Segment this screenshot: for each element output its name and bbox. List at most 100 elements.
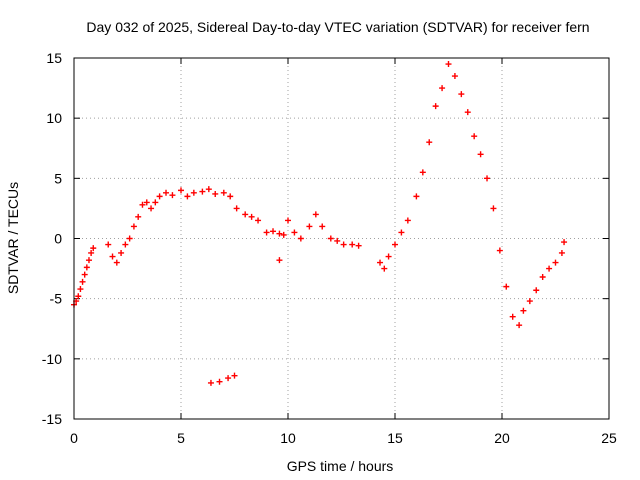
- data-point: [225, 375, 232, 382]
- data-point: [319, 223, 326, 230]
- data-point: [432, 103, 439, 110]
- data-point: [113, 259, 120, 266]
- data-point: [126, 235, 133, 242]
- data-point: [143, 199, 150, 206]
- data-point: [212, 190, 219, 197]
- data-point: [306, 223, 313, 230]
- data-point: [355, 242, 362, 249]
- data-point: [77, 286, 84, 293]
- x-tick-label: 15: [387, 430, 403, 446]
- data-point: [327, 235, 334, 242]
- data-point: [105, 241, 112, 248]
- data-point: [90, 245, 97, 252]
- data-point: [349, 241, 356, 248]
- data-point: [533, 287, 540, 294]
- data-point: [291, 229, 298, 236]
- data-point: [263, 229, 270, 236]
- data-point: [509, 313, 516, 320]
- axis-ticks: 0 5 10 15 20 25 -15 -10 -5 0 5 10 15: [42, 50, 617, 446]
- y-tick-label: 0: [54, 231, 62, 247]
- data-point: [526, 298, 533, 305]
- plot-frame: [73, 57, 610, 420]
- data-point: [445, 61, 452, 68]
- data-point: [312, 211, 319, 218]
- data-point: [334, 237, 341, 244]
- data-point: [385, 253, 392, 260]
- data-point: [75, 293, 82, 300]
- chart-title: Day 032 of 2025, Sidereal Day-to-day VTE…: [86, 19, 589, 35]
- data-point: [471, 133, 478, 140]
- data-point: [439, 85, 446, 92]
- data-point: [520, 307, 527, 314]
- x-tick-label: 0: [70, 430, 78, 446]
- y-tick-label: 15: [46, 50, 62, 66]
- data-point: [152, 199, 159, 206]
- data-point: [280, 231, 287, 238]
- data-point: [233, 205, 240, 212]
- data-point: [413, 193, 420, 200]
- data-point: [109, 253, 116, 260]
- data-point: [552, 259, 559, 266]
- data-point: [227, 193, 234, 200]
- data-point: [81, 271, 88, 278]
- data-point: [539, 274, 546, 281]
- data-point: [398, 229, 405, 236]
- data-point: [426, 139, 433, 146]
- data-point: [118, 249, 125, 256]
- data-point: [178, 187, 184, 194]
- data-point: [85, 257, 92, 264]
- data-point: [255, 217, 262, 224]
- data-point: [404, 217, 411, 224]
- y-tick-label: -15: [42, 411, 62, 427]
- data-point: [381, 265, 388, 272]
- data-point: [464, 109, 471, 116]
- x-tick-label: 20: [494, 430, 510, 446]
- x-axis-label: GPS time / hours: [287, 458, 394, 474]
- data-point: [231, 372, 238, 379]
- data-point: [490, 205, 497, 212]
- data-point: [163, 189, 170, 196]
- data-point: [122, 241, 129, 248]
- data-point: [503, 283, 510, 290]
- data-point: [135, 213, 142, 220]
- data-point: [205, 186, 212, 193]
- data-point: [546, 265, 553, 272]
- data-point: [451, 73, 458, 80]
- data-point: [199, 188, 206, 195]
- data-point: [248, 213, 255, 220]
- y-tick-label: -5: [50, 291, 63, 307]
- data-point: [516, 322, 523, 329]
- data-point: [184, 193, 191, 200]
- data-point: [477, 151, 484, 158]
- data-point: [148, 205, 155, 212]
- data-point: [88, 249, 95, 256]
- x-tick-label: 5: [177, 430, 185, 446]
- data-point: [270, 228, 277, 235]
- data-point: [79, 278, 86, 285]
- data-point: [190, 189, 197, 196]
- data-point: [496, 247, 503, 254]
- x-tick-label: 10: [280, 430, 296, 446]
- y-tick-label: 10: [46, 110, 62, 126]
- data-point: [169, 192, 176, 199]
- y-axis-label: SDTVAR / TECUs: [5, 182, 21, 294]
- data-point: [558, 249, 565, 256]
- data-point: [207, 379, 214, 386]
- data-point: [220, 189, 227, 196]
- data-point: [139, 201, 146, 208]
- y-tick-label: 5: [54, 170, 62, 186]
- data-point: [156, 193, 163, 200]
- data-point: [216, 378, 223, 385]
- data-point: [276, 230, 283, 237]
- grid: [74, 58, 609, 419]
- data-point: [484, 175, 491, 182]
- data-point: [458, 91, 465, 98]
- data-point: [276, 257, 283, 264]
- data-point: [242, 211, 249, 218]
- data-point: [392, 241, 398, 248]
- x-tick-label: 25: [601, 430, 617, 446]
- data-point: [297, 235, 304, 242]
- data-point: [285, 217, 291, 224]
- data-point: [340, 241, 347, 248]
